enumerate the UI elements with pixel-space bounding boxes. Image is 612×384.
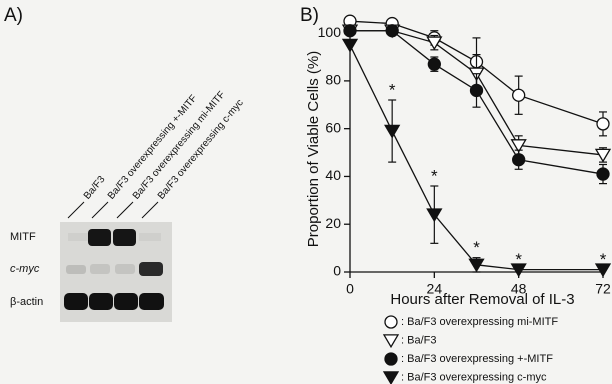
x-tick-label: 0 (346, 281, 354, 297)
y-tick-label: 40 (325, 167, 341, 183)
legend-marker (384, 335, 398, 347)
marker (427, 209, 441, 221)
lane-tick (117, 202, 133, 218)
y-tick-label: 100 (318, 24, 342, 40)
marker (386, 25, 398, 37)
lane-ticks (68, 202, 158, 218)
blot-band (113, 229, 136, 246)
marker (344, 25, 356, 37)
figure: A) Ba/F3 Ba/F3 overexpressing +-MITF Ba/… (0, 0, 612, 384)
blot-band (68, 233, 88, 241)
legend-label: : Ba/F3 overexpressing c-myc (401, 371, 547, 383)
blot-band (88, 229, 111, 246)
blot-band (139, 233, 161, 241)
blot-band (114, 293, 138, 310)
blot-band (66, 265, 86, 274)
blot-band (90, 264, 110, 274)
y-tick-label: 80 (325, 72, 341, 88)
legend-label: : Ba/F3 overexpressing mi-MITF (401, 316, 558, 328)
marker (471, 84, 483, 96)
panel-label: B) (300, 5, 319, 26)
row-label: MITF (10, 231, 36, 243)
x-tick-label: 72 (595, 281, 611, 297)
legend-marker (385, 353, 397, 365)
lane-tick (142, 202, 158, 218)
marker (513, 154, 525, 166)
marker (596, 149, 610, 161)
marker (427, 37, 441, 49)
legend-marker (384, 372, 398, 384)
marker (597, 168, 609, 180)
row-label: c-myc (10, 263, 40, 275)
lane-tick (92, 202, 108, 218)
annotation: * (431, 166, 438, 185)
panel-label: A) (4, 5, 23, 26)
lane-label: Ba/F3 (82, 174, 108, 202)
legend-label: : Ba/F3 (401, 334, 436, 346)
y-axis-label: Proportion of Viable Cells (%) (305, 51, 322, 247)
blot-band (64, 293, 88, 310)
x-axis-label: Hours after Removal of IL-3 (390, 291, 574, 308)
annotation: * (389, 80, 396, 99)
blot-band (139, 293, 164, 310)
y-tick-label: 20 (325, 215, 341, 231)
blot-band (115, 264, 135, 274)
legend-marker (385, 316, 397, 328)
marker (428, 58, 440, 70)
blot-band (139, 262, 163, 276)
legend-label: : Ba/F3 overexpressing +-MITF (401, 353, 553, 365)
y-tick-label: 60 (325, 119, 341, 135)
lane-tick (68, 202, 84, 218)
annotation: * (515, 250, 522, 269)
y-tick-label: 0 (333, 263, 341, 279)
annotation: * (473, 238, 480, 257)
annotation: * (600, 250, 607, 269)
blot-band (89, 293, 113, 310)
marker (343, 39, 357, 51)
marker (385, 125, 399, 137)
marker (597, 118, 609, 130)
marker (513, 89, 525, 101)
row-label: β-actin (10, 296, 43, 308)
